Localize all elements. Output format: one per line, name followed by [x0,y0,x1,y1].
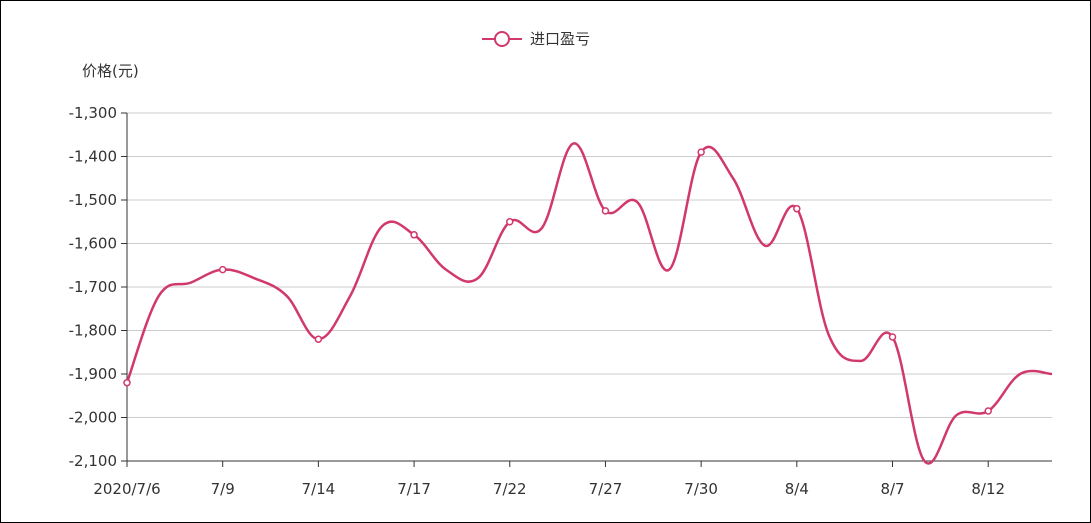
x-tick-label: 8/12 [971,480,1005,498]
y-tick-label: -1,900 [69,365,117,383]
x-tick-label: 7/27 [589,480,623,498]
x-tick-label: 8/7 [880,480,904,498]
x-tick-label: 2020/7/6 [93,480,160,498]
x-axis: 2020/7/6 7/9 7/14 7/17 7/22 7/27 7/30 8/4 8/7 8/1… [93,113,1052,498]
grid [127,112,1052,418]
x-tick-label: 7/30 [684,480,718,498]
y-tick-label: -1,700 [69,278,117,296]
data-point[interactable] [984,407,992,415]
y-tick-label: -2,000 [69,409,117,427]
y-axis-label: 价格(元) [82,62,139,80]
data-point[interactable] [506,218,514,226]
y-tick-label: -1,400 [69,148,117,166]
y-tick-label: -1,800 [69,322,117,340]
y-tick-label: -2,100 [69,452,117,470]
series-markers [123,148,992,415]
data-point[interactable] [314,335,323,343]
data-point[interactable] [697,148,705,156]
x-tick-label: 7/17 [397,480,431,498]
x-tick-label: 7/14 [302,480,336,498]
series-line [125,142,1053,465]
y-tick-label: -1,300 [69,104,117,122]
y-tick-label: -1,600 [69,235,117,253]
legend-marker [494,31,510,47]
x-tick-label: 7/22 [493,480,527,498]
y-tick-label: -1,500 [69,191,117,209]
data-point[interactable] [601,207,610,215]
data-point[interactable] [218,265,227,274]
x-tick-label: 7/9 [211,480,235,498]
data-point[interactable] [888,333,897,341]
data-point[interactable] [123,378,131,387]
data-point[interactable] [793,204,801,213]
legend-label: 进口盈亏 [530,30,590,48]
y-axis: -1,300 -1,400 -1,500 -1,600 -1,700 -1,800 -1,9… [69,104,127,470]
x-tick-label: 8/4 [785,480,809,498]
legend[interactable]: 进口盈亏 [482,30,590,48]
data-point[interactable] [410,231,418,239]
